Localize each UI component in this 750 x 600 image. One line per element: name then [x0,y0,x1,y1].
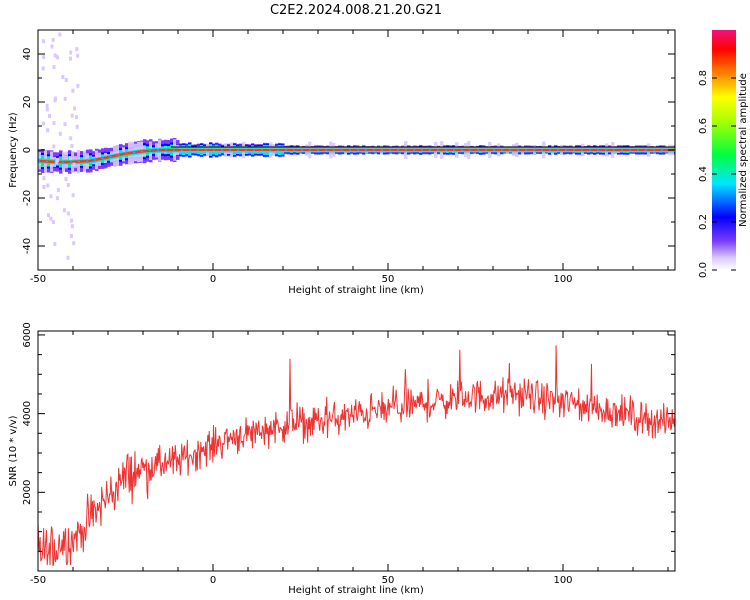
spectrogram-noise-cell [64,177,68,182]
spectrogram-y-tick-label: 40 [22,48,33,61]
spectrogram-noise-cell [66,182,70,187]
spectrogram-noise-cell [76,83,80,88]
snr-series-line [38,345,675,566]
spectrogram-noise-cell [42,184,46,189]
spectrogram-noise-cell [56,188,60,193]
spectrogram-x-tick-label: -50 [30,274,46,285]
snr-y-tick-label: 2000 [22,480,33,505]
spectrogram-noise-cell [56,55,60,60]
spectrogram-noise-cell [52,144,56,149]
colorbar-tick-label: 0.4 [698,166,709,182]
spectrogram-noise-cell [55,160,59,165]
spectrogram-noise-cell [42,176,46,181]
spectrogram-noise-cell [53,241,57,246]
colorbar-tick-label: 0.2 [698,214,709,230]
snr-x-tick-label: 0 [210,575,216,586]
spectrogram-noise-cell [71,193,75,198]
spectrogram-noise-cell [69,136,73,141]
spectrogram-noise-cell [47,114,51,119]
spectrogram-noise-cell [72,162,76,167]
spectrogram-noise-cell [66,211,70,216]
snr-x-tick-label: 100 [553,575,572,586]
spectrogram-noise-cell [55,196,59,201]
colorbar-tick-label: 0.8 [698,70,709,86]
snr-ticks: -50 0 50 100 2000 4000 6000 [22,322,675,586]
spectrogram-noise-cell [63,96,67,101]
spectrogram-noise-cell [68,56,72,61]
spectrogram-noise-cell [66,255,70,260]
spectrogram-y-tick-label: -40 [22,238,33,254]
spectrogram-noise-cell [47,213,51,218]
figure-title: C2E2.2024.008.21.20.G21 [270,3,442,18]
spectrogram-x-tick-label: 0 [210,274,216,285]
spectrogram-noise-cell [53,53,57,58]
spectrogram-noise-cell [52,65,56,70]
colorbar: 0.0 0.2 0.4 0.6 0.8 Normalized spectral ampl… [698,30,749,278]
spectrogram-marks [38,32,675,260]
spectrogram-noise-cell [46,183,50,188]
colorbar-tick-label: 0.0 [698,262,709,278]
colorbar-label: Normalized spectral amplitude [738,73,749,227]
spectrogram-noise-cell [50,44,54,49]
spectrogram-noise-cell [69,50,73,55]
spectrogram-noise-cell [70,113,74,118]
spectrogram-noise-cell [64,77,68,82]
spectrogram-noise-cell [61,74,65,79]
spectrogram-noise-cell [75,47,79,52]
spectrogram-panel: -50 0 50 100 -40 -20 0 20 40 Height of straight … [8,29,676,296]
spectrogram-noise-cell [41,66,45,71]
colorbar-ticks: 0.0 0.2 0.4 0.6 0.8 [698,70,736,278]
spectrogram-noise-cell [62,208,66,213]
spectrogram-noise-cell [49,216,53,221]
spectrogram-noise-cell [49,194,53,199]
spectrogram-noise-cell [70,218,74,223]
spectrogram-noise-cell [58,131,62,136]
spectrogram-noise-cell [70,144,74,149]
spectrogram-noise-cell [46,128,50,133]
spectrogram-noise-cell [51,38,55,43]
spectrogram-y-tick-label: 0 [22,147,33,153]
spectrogram-noise-cell [68,156,72,161]
spectrogram-noise-cell [75,124,79,129]
spectrogram-noise-cell [63,122,67,127]
spectrogram-x-label: Height of straight line (km) [288,285,424,296]
snr-y-label: SNR (10 * v/v) [8,415,19,486]
spectrogram-noise-cell [69,234,73,239]
spectrogram-noise-cell [42,54,46,59]
snr-frame [37,330,676,572]
spectrogram-carrier-trace [38,148,674,164]
snr-y-tick-label: 6000 [22,322,33,347]
spectrogram-noise-cell [72,241,76,246]
spectrogram-noise-cell [51,220,55,225]
spectrogram-x-tick-label: 100 [553,274,572,285]
spectrogram-noise-cell [52,121,56,126]
snr-x-tick-label: 50 [382,575,395,586]
spectrogram-y-tick-label: -20 [22,190,33,206]
spectrogram-noise-cell [64,151,68,156]
spectrogram-y-tick-label: 20 [22,96,33,109]
spectrogram-noise-cell [45,107,49,112]
spectrogram-noise-cell [53,98,57,103]
snr-panel: -50 0 50 100 2000 4000 6000 Height of straight… [8,322,676,596]
snr-y-tick-label: 4000 [22,401,33,426]
spectrogram-noise-cell [73,106,77,111]
spectrogram-ticks: -50 0 50 100 -40 -20 0 20 40 [22,29,675,285]
spectrogram-noise-cell [74,115,78,120]
snr-x-label: Height of straight line (km) [288,585,424,596]
spectrogram-y-label: Frequency (Hz) [8,112,19,188]
snr-x-tick-label: -50 [30,575,46,586]
colorbar-tick-label: 0.6 [698,118,709,134]
spectrogram-noise-cell [45,103,49,108]
spectrogram-noise-cell [42,121,46,126]
spectrogram-noise-cell [56,157,60,162]
spectrogram-noise-cell [41,39,45,44]
spectrogram-noise-cell [58,32,62,37]
spectrogram-noise-cell [70,224,74,229]
spectrogram-noise-cell [71,88,75,93]
colorbar-gradient [712,30,736,270]
spectrogram-noise-cell [76,53,80,58]
spectrogram-x-tick-label: 50 [382,274,395,285]
